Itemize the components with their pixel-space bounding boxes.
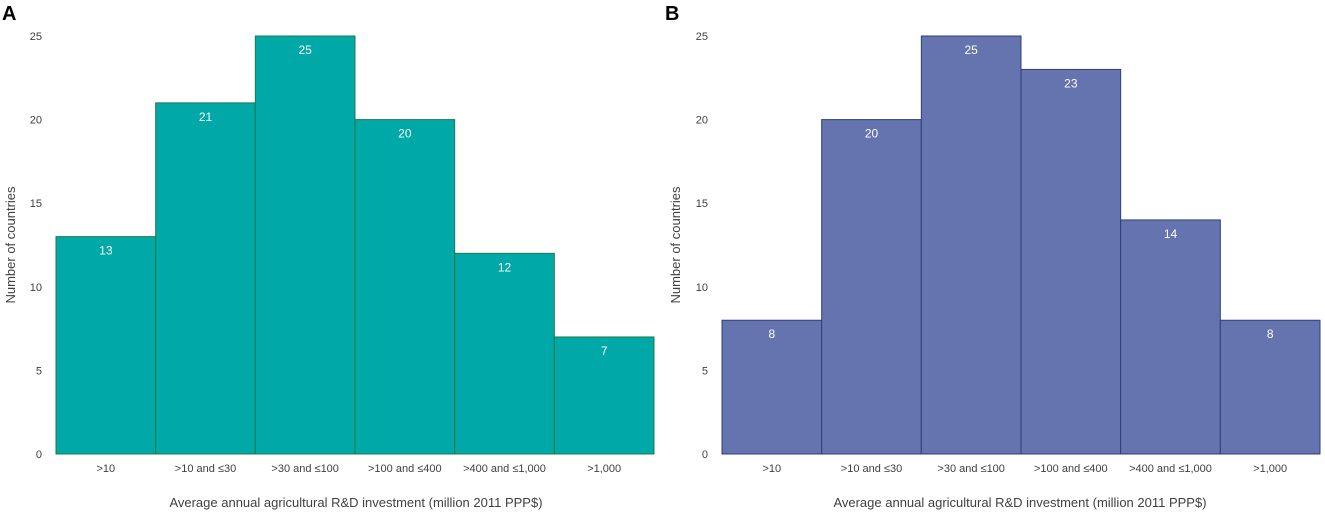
x-tick-label: >10 <box>96 463 115 475</box>
bar <box>1219 319 1321 455</box>
data-label: 20 <box>865 127 879 141</box>
x-tick-label: >30 and ≤100 <box>937 463 1005 475</box>
bar <box>454 252 555 455</box>
bar <box>55 236 157 455</box>
x-tick-label: >100 and ≤400 <box>368 463 442 475</box>
data-label: 13 <box>99 244 113 258</box>
y-tick-label: 5 <box>702 365 708 377</box>
x-axis-ticks: >10 >10 and ≤30 >30 and ≤100 >100 and ≤4… <box>96 463 621 475</box>
panel-a-chart: A 0 5 10 15 20 25 13 21 25 20 12 7 >10 <box>2 3 655 510</box>
y-tick-label: 15 <box>696 198 708 210</box>
data-label: 21 <box>199 110 213 124</box>
y-axis-ticks: 0 5 10 15 20 25 <box>30 31 42 461</box>
data-label: 12 <box>498 260 512 274</box>
bar <box>721 319 823 455</box>
bar <box>920 35 1022 455</box>
panel-a-label: A <box>2 3 16 25</box>
x-tick-label: >10 and ≤30 <box>841 463 902 475</box>
y-tick-label: 15 <box>30 198 42 210</box>
bar <box>1020 68 1122 455</box>
bars <box>721 35 1321 455</box>
bar <box>553 336 655 455</box>
x-tick-label: >30 and ≤100 <box>271 463 339 475</box>
x-tick-label: >1,000 <box>1253 463 1287 475</box>
data-label: 14 <box>1164 227 1178 241</box>
y-tick-label: 25 <box>30 31 42 43</box>
x-tick-label: >10 <box>762 463 781 475</box>
data-label: 7 <box>601 344 608 358</box>
y-axis-title: Number of countries <box>668 186 683 304</box>
x-tick-label: >100 and ≤400 <box>1034 463 1108 475</box>
data-label: 25 <box>964 43 978 57</box>
y-axis-title: Number of countries <box>3 186 18 304</box>
y-tick-label: 25 <box>696 31 708 43</box>
data-label: 8 <box>1267 327 1274 341</box>
x-axis-title: Average annual agricultural R&D investme… <box>169 495 542 510</box>
bars <box>55 35 655 455</box>
data-label: 8 <box>768 327 775 341</box>
y-tick-label: 0 <box>702 449 708 461</box>
data-label: 20 <box>398 127 412 141</box>
bar <box>155 102 256 455</box>
bar <box>254 35 356 455</box>
x-tick-label: >1,000 <box>587 463 621 475</box>
bar <box>354 119 456 455</box>
bar <box>821 119 922 455</box>
data-label: 23 <box>1064 76 1078 90</box>
y-tick-label: 20 <box>696 115 708 127</box>
x-tick-label: >400 and ≤1,000 <box>1129 463 1212 475</box>
data-label: 25 <box>298 43 312 57</box>
y-axis-ticks: 0 5 10 15 20 25 <box>696 31 708 461</box>
y-tick-label: 0 <box>36 449 42 461</box>
y-tick-label: 10 <box>30 282 42 294</box>
y-tick-label: 5 <box>36 365 42 377</box>
y-tick-label: 20 <box>30 115 42 127</box>
y-tick-label: 10 <box>696 282 708 294</box>
x-axis-title: Average annual agricultural R&D investme… <box>833 495 1206 510</box>
panel-b-chart: B 0 5 10 15 20 25 8 20 25 23 14 8 >10 > <box>665 3 1321 510</box>
panel-b-label: B <box>665 3 679 25</box>
data-labels: 13 21 25 20 12 7 <box>99 43 608 358</box>
data-labels: 8 20 25 23 14 8 <box>768 43 1273 341</box>
x-tick-label: >10 and ≤30 <box>175 463 236 475</box>
x-axis-ticks: >10 >10 and ≤30 >30 and ≤100 >100 and ≤4… <box>762 463 1287 475</box>
x-tick-label: >400 and ≤1,000 <box>463 463 546 475</box>
bar <box>1120 219 1221 455</box>
